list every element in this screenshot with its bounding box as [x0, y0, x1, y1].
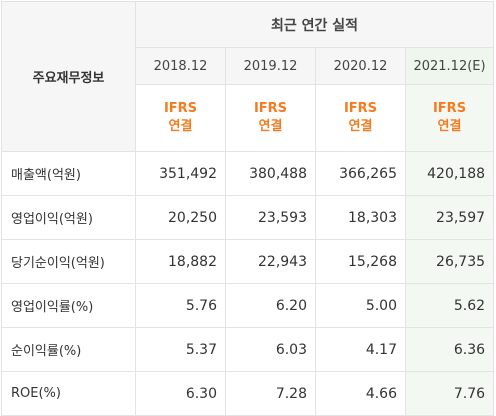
period-header-2018: 2018.12	[135, 47, 226, 85]
table-row: 영업이익률(%) 5.76 6.20 5.00 5.62	[1, 283, 495, 328]
corner-header: 주요재무정보	[1, 1, 136, 152]
table-cell: 23,593	[225, 195, 316, 240]
table-row: 매출액(억원) 351,492 380,488 366,265 420,188	[1, 151, 495, 196]
table-cell: 6.36	[404, 327, 495, 372]
table-cell: 366,265	[315, 151, 406, 196]
standard-cell: IFRS 연결	[135, 84, 226, 152]
table-cell: 23,597	[404, 195, 495, 240]
standard-cell: IFRS 연결	[225, 84, 316, 152]
row-label: 영업이익(억원)	[1, 195, 136, 240]
row-label: ROE(%)	[1, 371, 136, 416]
table-cell: 380,488	[225, 151, 316, 196]
standard-cell: IFRS 연결	[315, 84, 406, 152]
table-row: 영업이익(억원) 20,250 23,593 18,303 23,597	[1, 195, 495, 240]
period-header-2019: 2019.12	[225, 47, 316, 85]
standard-cell: IFRS 연결	[404, 84, 495, 152]
table-row: 순이익률(%) 5.37 6.03 4.17 6.36	[1, 327, 495, 372]
table-row: ROE(%) 6.30 7.28 4.66 7.76	[1, 371, 495, 416]
table-cell: 420,188	[404, 151, 495, 196]
period-header-2021-estimate: 2021.12(E)	[404, 47, 495, 85]
table-cell: 351,492	[135, 151, 226, 196]
standard-label: IFRS 연결	[253, 101, 288, 134]
standard-label: IFRS 연결	[432, 101, 467, 134]
period-header-2020: 2020.12	[315, 47, 406, 85]
table-cell: 22,943	[225, 239, 316, 284]
table-cell: 18,882	[135, 239, 226, 284]
group-title: 최근 연간 실적	[271, 17, 359, 34]
table-cell: 15,268	[315, 239, 406, 284]
table-cell: 6.30	[135, 371, 226, 416]
table-cell: 20,250	[135, 195, 226, 240]
table-cell: 5.00	[315, 283, 406, 328]
row-label: 매출액(억원)	[1, 151, 136, 196]
table-cell: 7.76	[404, 371, 495, 416]
row-label: 영업이익률(%)	[1, 283, 136, 328]
table-cell: 26,735	[404, 239, 495, 284]
table-cell: 6.20	[225, 283, 316, 328]
standard-label: IFRS 연결	[343, 101, 378, 134]
table-cell: 4.17	[315, 327, 406, 372]
corner-label: 주요재무정보	[32, 71, 105, 86]
row-label: 순이익률(%)	[1, 327, 136, 372]
table-cell: 5.37	[135, 327, 226, 372]
table-cell: 18,303	[315, 195, 406, 240]
table-cell: 7.28	[225, 371, 316, 416]
table-cell: 5.76	[135, 283, 226, 328]
row-label: 당기순이익(억원)	[1, 239, 136, 284]
table-cell: 5.62	[404, 283, 495, 328]
table-row: 당기순이익(억원) 18,882 22,943 15,268 26,735	[1, 239, 495, 284]
table-cell: 4.66	[315, 371, 406, 416]
group-header: 최근 연간 실적	[134, 1, 495, 48]
standard-label: IFRS 연결	[163, 101, 198, 134]
table-cell: 6.03	[225, 327, 316, 372]
